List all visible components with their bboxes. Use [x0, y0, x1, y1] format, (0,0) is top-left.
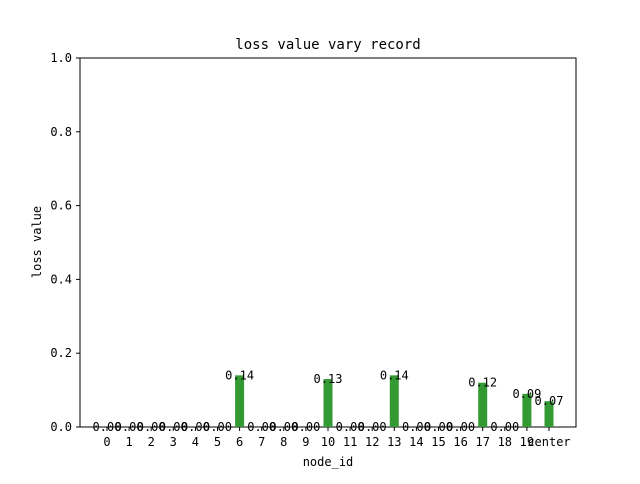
- x-tick-label-12: 12: [365, 435, 379, 449]
- bar-13: [389, 375, 399, 427]
- bar-10: [323, 379, 333, 427]
- data-label-10: 0.13: [314, 372, 343, 386]
- bar-center: [544, 401, 554, 427]
- x-tick-label-15: 15: [431, 435, 445, 449]
- y-axis-label: loss value: [30, 206, 44, 278]
- data-label-center: 0.07: [535, 394, 564, 408]
- x-tick-label-8: 8: [280, 435, 287, 449]
- x-tick-label-14: 14: [409, 435, 423, 449]
- x-tick-label-9: 9: [302, 435, 309, 449]
- x-tick-label-3: 3: [170, 435, 177, 449]
- data-label-19: 0.09: [512, 387, 541, 401]
- bar-17: [478, 382, 488, 427]
- x-tick-label-11: 11: [343, 435, 357, 449]
- y-axis-ticks: 0.0 0.2 0.4 0.6 0.8 1.0: [50, 51, 80, 434]
- x-tick-label-6: 6: [236, 435, 243, 449]
- y-tick-label-0.4: 0.4: [50, 272, 72, 286]
- x-tick-label-18: 18: [498, 435, 512, 449]
- x-tick-label-16: 16: [453, 435, 467, 449]
- x-tick-label-5: 5: [214, 435, 221, 449]
- x-tick-label-10: 10: [321, 435, 335, 449]
- data-label-6: 0.14: [225, 368, 254, 382]
- bars-layer: [235, 375, 554, 427]
- x-tick-label-center: center: [527, 435, 570, 449]
- x-tick-label-1: 1: [125, 435, 132, 449]
- data-label-17: 0.12: [468, 376, 497, 390]
- y-tick-label-1.0: 1.0: [50, 51, 72, 65]
- y-tick-label-0.6: 0.6: [50, 199, 72, 213]
- x-tick-label-0: 0: [103, 435, 110, 449]
- data-label-13: 0.14: [380, 368, 409, 382]
- x-tick-label-4: 4: [192, 435, 199, 449]
- x-tick-label-2: 2: [148, 435, 155, 449]
- chart-title: loss value vary record: [235, 37, 420, 53]
- y-tick-label-0.8: 0.8: [50, 125, 72, 139]
- x-tick-label-13: 13: [387, 435, 401, 449]
- bar-19: [522, 393, 532, 427]
- y-tick-label-0.2: 0.2: [50, 346, 72, 360]
- bar-6: [235, 375, 245, 427]
- x-tick-label-19: 19: [520, 435, 534, 449]
- x-tick-label-17: 17: [475, 435, 489, 449]
- x-axis-label: node_id: [303, 455, 354, 469]
- x-tick-label-7: 7: [258, 435, 265, 449]
- y-tick-label-0.0: 0.0: [50, 420, 72, 434]
